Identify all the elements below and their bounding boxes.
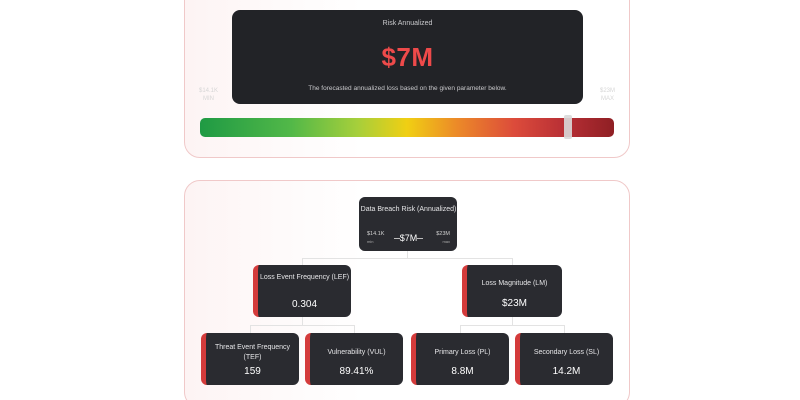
root-max-sub: max	[442, 239, 450, 244]
range-min-sub: MIN	[203, 96, 215, 102]
connector-line	[512, 258, 513, 265]
root-dash	[417, 238, 423, 239]
node-secondary-loss[interactable]: Secondary Loss (SL) 14.2M	[515, 333, 613, 385]
node-title: Vulnerability (VUL)	[327, 349, 386, 356]
risk-value: $7M	[381, 42, 434, 72]
range-max-label: $23M MAX	[600, 87, 615, 103]
node-title: Loss Event Frequency (LEF)	[259, 274, 350, 281]
node-loss-event-frequency[interactable]: Loss Event Frequency (LEF) 0.304	[253, 265, 351, 317]
range-max-value: $23M	[599, 88, 615, 94]
risk-gradient-bar[interactable]	[200, 118, 614, 137]
connector-line	[460, 325, 461, 333]
node-value: 89.41%	[339, 366, 374, 377]
connector-line	[564, 325, 565, 333]
node-value: 159	[244, 366, 261, 377]
node-title: Secondary Loss (SL)	[533, 349, 600, 356]
root-dash	[394, 238, 400, 239]
connector-line	[302, 317, 303, 325]
root-min-sub: min	[367, 239, 374, 244]
risk-factor-tree-panel: Data Breach Risk (Annualized) $14.1K min…	[184, 180, 630, 400]
risk-title: Risk Annualized	[382, 20, 433, 27]
node-loss-magnitude[interactable]: Loss Magnitude (LM) $23M	[462, 265, 562, 317]
connector-line	[512, 317, 513, 325]
node-threat-event-frequency[interactable]: Threat Event Frequency (TEF) 159	[201, 333, 299, 385]
risk-annualized-card: Risk Annualized $7M The forecasted annua…	[232, 10, 583, 104]
connector-line	[250, 325, 355, 326]
node-value: 8.8M	[451, 366, 474, 377]
node-title: Loss Magnitude (LM)	[481, 280, 548, 287]
connector-line	[250, 325, 251, 333]
root-max-value: $23M	[436, 231, 450, 237]
node-title: Threat Event Frequency (TEF)	[214, 344, 291, 361]
risk-description: The forecasted annualized loss based on …	[308, 85, 507, 92]
connector-line	[302, 258, 303, 265]
range-min-label: $14.1K MIN	[199, 87, 218, 103]
node-title: Data Breach Risk (Annualized)	[360, 206, 457, 213]
node-title: Primary Loss (PL)	[434, 349, 491, 356]
node-data-breach-risk[interactable]: Data Breach Risk (Annualized) $14.1K min…	[359, 197, 457, 251]
node-value: 0.304	[291, 299, 318, 310]
root-min-value: $14.1K	[367, 231, 385, 237]
root-min: $14.1K min	[367, 231, 384, 245]
risk-summary-panel: Risk Annualized $7M The forecasted annua…	[184, 0, 630, 158]
node-value: $7M	[399, 233, 418, 243]
connector-line	[302, 258, 513, 259]
node-vulnerability[interactable]: Vulnerability (VUL) 89.41%	[305, 333, 403, 385]
risk-slider-thumb[interactable]	[564, 115, 573, 139]
node-primary-loss[interactable]: Primary Loss (PL) 8.8M	[411, 333, 509, 385]
connector-line	[354, 325, 355, 333]
range-max-sub: MAX	[600, 96, 614, 102]
root-max: $23M max	[436, 231, 450, 245]
connector-line	[460, 325, 565, 326]
node-value: 14.2M	[552, 366, 581, 377]
range-min-value: $14.1K	[199, 88, 219, 94]
connector-line	[407, 251, 408, 258]
node-value: $23M	[501, 298, 527, 309]
